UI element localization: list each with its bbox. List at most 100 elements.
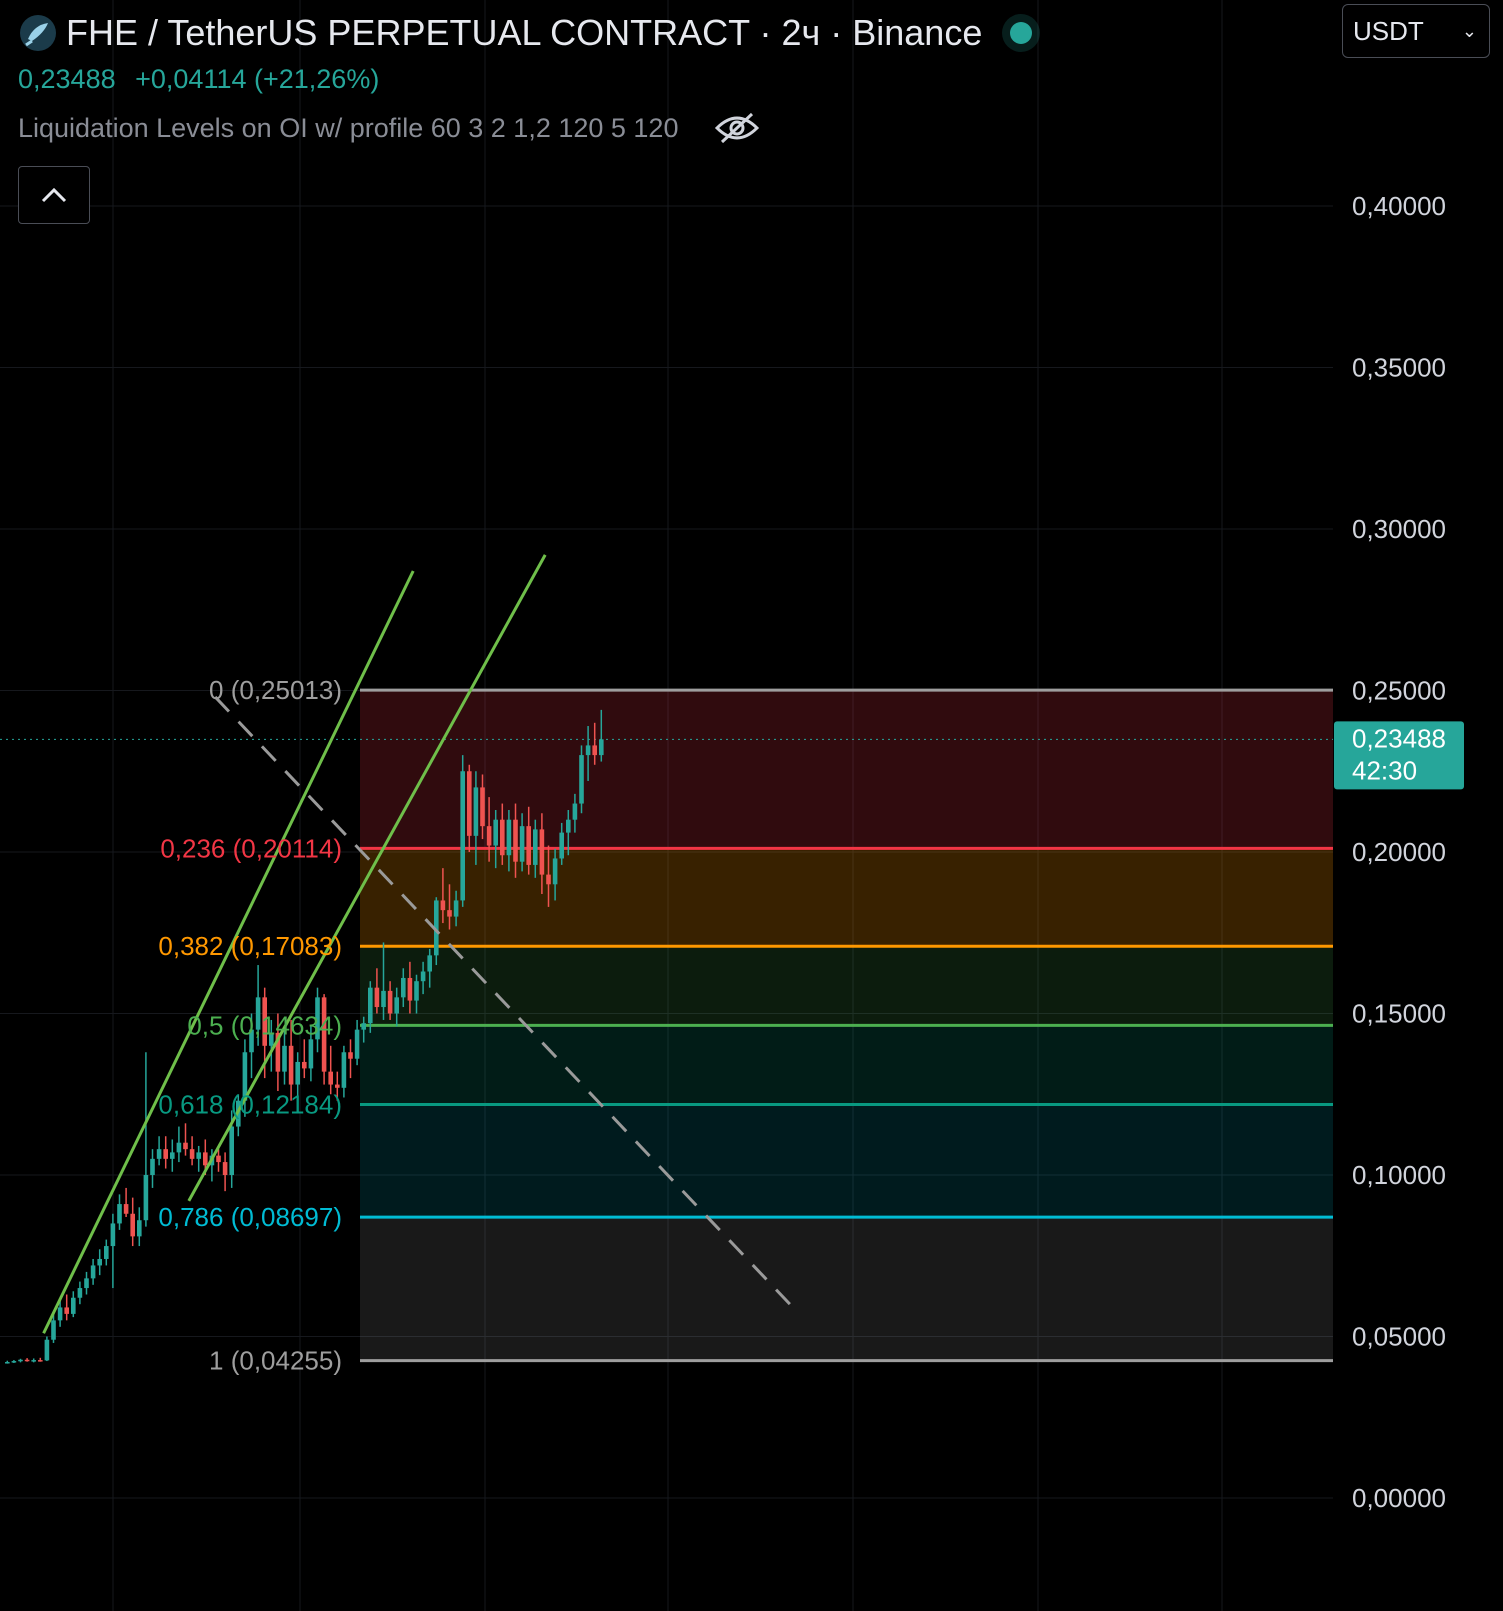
- candle-body: [97, 1258, 102, 1266]
- candle-body: [321, 997, 327, 1072]
- fib-level-labels: 0 (0,25013) 0,236 (0,20114) 0,382 (0,17083…: [158, 675, 342, 1375]
- price-change-row: 0,23488 +0,04114 (+21,26%): [18, 64, 1032, 95]
- candle-body: [407, 977, 413, 1001]
- candle-series: [5, 709, 604, 1364]
- candle-body: [546, 874, 551, 885]
- candle-body: [335, 1084, 340, 1088]
- chevron-down-icon: ⌄: [1461, 20, 1477, 41]
- candle-body: [90, 1265, 96, 1279]
- candle-body: [447, 910, 452, 917]
- price-axis: 0,40000 0,35000 0,30000 0,25000 0,20000 0,150…: [1352, 191, 1446, 1513]
- candle-body: [31, 1360, 36, 1362]
- candle-body: [401, 977, 406, 998]
- candle-body: [328, 1071, 333, 1085]
- currency-select[interactable]: USDT ⌄: [1342, 4, 1490, 58]
- currency-select-value: USDT: [1353, 15, 1424, 46]
- candle-body: [467, 771, 472, 836]
- price-axis-label: 0,00000: [1352, 1483, 1446, 1513]
- candle-body: [104, 1246, 109, 1259]
- candle-body: [348, 1052, 353, 1059]
- candle-body: [262, 997, 267, 1046]
- candle-body: [137, 1220, 142, 1237]
- candle-body: [71, 1297, 76, 1314]
- candle-body: [572, 803, 578, 820]
- candle-body: [585, 745, 591, 756]
- candle-body: [282, 1045, 287, 1072]
- price-axis-label: 0,15000: [1352, 999, 1446, 1029]
- candle-body: [24, 1359, 30, 1362]
- eye-off-icon[interactable]: [714, 111, 760, 145]
- fib-zone-fills: [360, 690, 1333, 1361]
- channel-line-upper: [42, 570, 415, 1334]
- candle-body: [500, 819, 505, 856]
- symbol-title[interactable]: FHE / TetherUS PERPETUAL CONTRACT · 2ч ·…: [66, 12, 983, 53]
- fib-level-label: 0,786 (0,08697): [158, 1202, 342, 1232]
- fib-zone-fill: [360, 1025, 1333, 1105]
- candle-body: [302, 1061, 307, 1069]
- fib-level-label: 1 (0,04255): [209, 1346, 342, 1376]
- fib-zone-fill: [360, 946, 1333, 1026]
- candle-body: [130, 1213, 135, 1237]
- candle-body: [427, 955, 432, 972]
- channel-line-lower: [187, 554, 547, 1202]
- candle-body: [51, 1320, 56, 1340]
- candle-body: [18, 1359, 23, 1362]
- chart-legend: FHE / TetherUS PERPETUAL CONTRACT · 2ч ·…: [18, 8, 1033, 145]
- candle-body: [123, 1204, 129, 1214]
- candle-body: [57, 1307, 63, 1321]
- collapse-legend-button[interactable]: [18, 166, 90, 224]
- market-open-status-icon: [1010, 22, 1033, 44]
- price-axis-label: 0,35000: [1352, 353, 1446, 383]
- fib-zone-fill: [360, 1217, 1333, 1361]
- drawing-tools: [42, 554, 798, 1334]
- fib-level-lines: [0, 688, 1333, 1363]
- candle-body: [216, 1155, 221, 1163]
- indicator-legend-row: Liquidation Levels on OI w/ profile 60 3…: [18, 111, 1032, 145]
- candle-body: [381, 990, 386, 1008]
- indicator-label[interactable]: Liquidation Levels on OI w/ profile 60 3…: [18, 112, 679, 143]
- candle-body: [77, 1288, 83, 1298]
- chevron-up-icon: [41, 187, 67, 203]
- candle-body: [295, 1061, 300, 1085]
- candle-body: [269, 1032, 274, 1046]
- candle-body: [354, 1029, 360, 1059]
- dashed-trend-line: [214, 695, 798, 1312]
- candle-body: [341, 1052, 347, 1088]
- candle-body: [308, 1039, 314, 1069]
- candle-body: [11, 1361, 17, 1363]
- candle-body: [361, 1023, 366, 1030]
- price-axis-label: 0,40000: [1352, 191, 1446, 221]
- candle-body: [38, 1360, 43, 1362]
- candle-body: [506, 819, 512, 856]
- candle-body: [519, 826, 525, 862]
- fib-level-label: 0,5 (0,14634): [187, 1010, 342, 1040]
- candle-body: [249, 1029, 254, 1053]
- fib-zone-fill: [360, 1104, 1333, 1218]
- candle-body: [156, 1149, 162, 1159]
- price-tag-countdown: 42:30: [1352, 755, 1417, 785]
- candle-body: [526, 826, 531, 865]
- candle-body: [480, 787, 485, 827]
- candle-body: [552, 858, 558, 885]
- fhe-logo-icon: [20, 15, 56, 51]
- candle-body: [229, 1126, 234, 1175]
- candle-body: [288, 1045, 294, 1085]
- candle-body: [84, 1278, 89, 1289]
- candle-body: [189, 1149, 195, 1159]
- candle-body: [539, 829, 545, 875]
- candle-body: [533, 829, 538, 865]
- price-axis-label: 0,10000: [1352, 1160, 1446, 1190]
- fib-zone-fill: [360, 848, 1333, 947]
- candle-body: [374, 987, 380, 1008]
- candle-body: [44, 1339, 50, 1361]
- candle-body: [579, 755, 584, 804]
- price-tag-value: 0,23488: [1352, 723, 1446, 753]
- candle-body: [176, 1142, 182, 1153]
- candle-body: [486, 826, 492, 846]
- candle-body: [255, 997, 261, 1030]
- candle-body: [368, 987, 373, 1024]
- candle-body: [394, 997, 399, 1014]
- candle-body: [150, 1158, 155, 1175]
- price-tag-background: [1334, 721, 1464, 790]
